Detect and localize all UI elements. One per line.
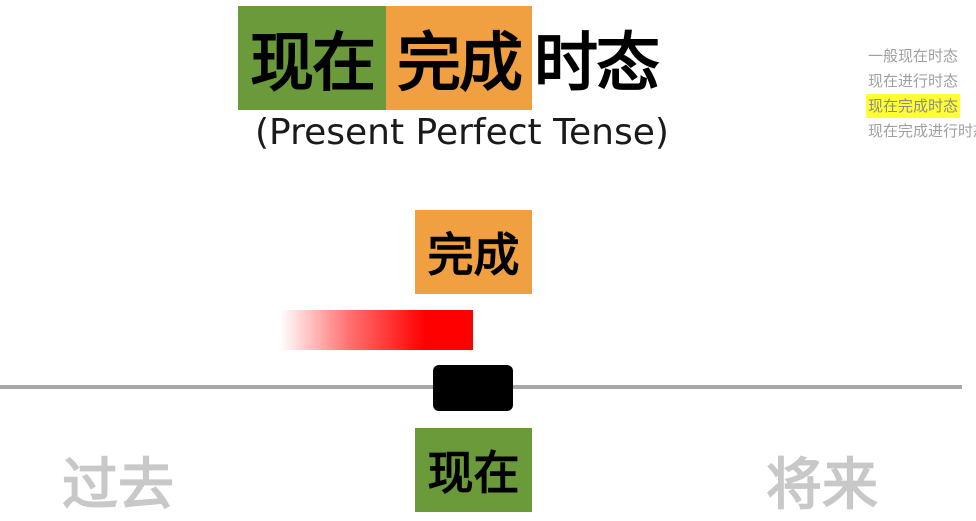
menu-item-present-perfect-continuous[interactable]: 现在完成进行时态 [868,122,976,140]
duration-bar [280,310,473,350]
title-completed-segment: 完成 [386,6,532,110]
future-label: 将来 [766,452,878,518]
page-subtitle: (Present Perfect Tense) [255,112,669,153]
now-label-box: 现在 [415,428,532,512]
menu-item-present-continuous[interactable]: 现在进行时态 [868,72,959,90]
past-label: 过去 [62,452,174,518]
menu-item-present-perfect[interactable]: 现在完成时态 [866,94,961,118]
page-title: 现在 完成 时态 [238,6,660,110]
title-now-segment: 现在 [238,6,386,110]
menu-item-simple-present[interactable]: 一般现在时态 [868,47,959,65]
side-menu: 一般现在时态 现在进行时态 现在完成时态 现在完成进行时态 [866,44,976,144]
now-marker [433,365,513,411]
title-tense-segment: 时态 [534,26,660,101]
completed-label-box: 完成 [415,210,532,294]
